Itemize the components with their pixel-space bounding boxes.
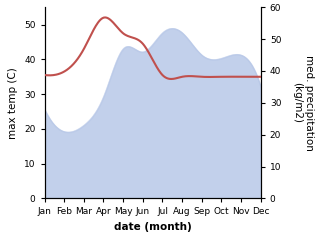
Y-axis label: med. precipitation
(kg/m2): med. precipitation (kg/m2)	[292, 55, 314, 151]
Y-axis label: max temp (C): max temp (C)	[9, 67, 18, 139]
X-axis label: date (month): date (month)	[114, 222, 191, 232]
